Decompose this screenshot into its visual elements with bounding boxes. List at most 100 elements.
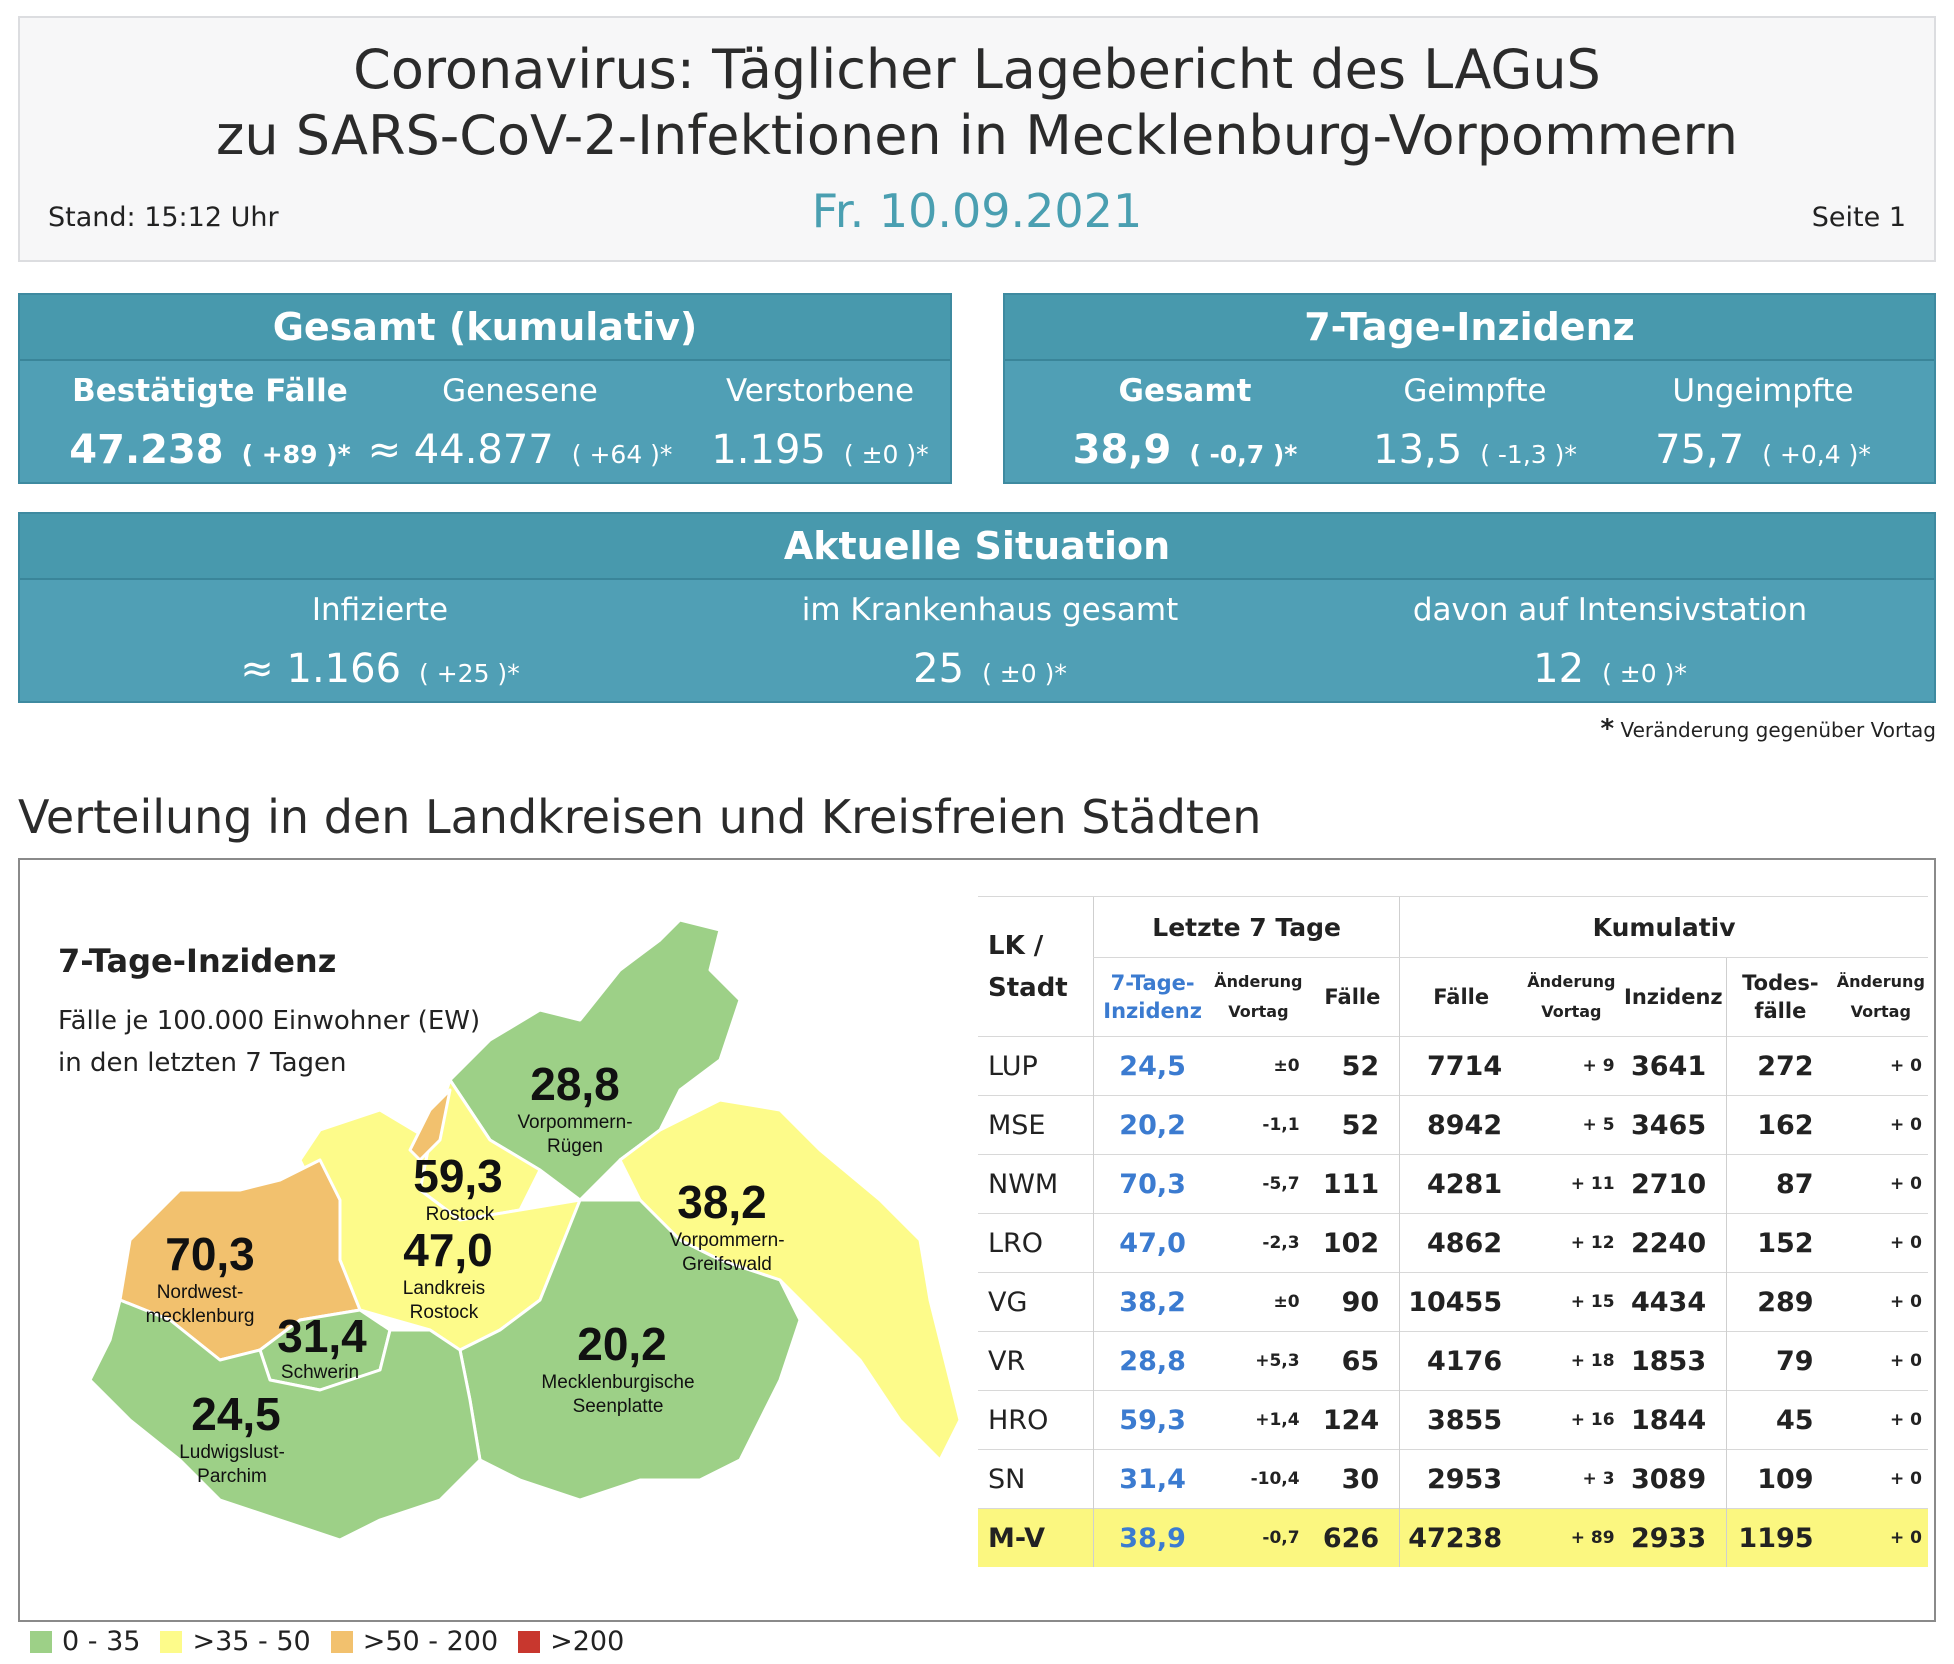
cell-faelle: 8942 [1399, 1095, 1523, 1155]
region-name: Greifswald [682, 1254, 772, 1275]
stat-value: 13,5 [1373, 427, 1463, 473]
cell-todesfaelle: 152 [1726, 1213, 1834, 1273]
header-stadt: Stadt [988, 972, 1068, 1003]
region-name: mecklenburg [146, 1306, 255, 1327]
table-row: NWM 70,3 -5,7 111 4281 + 11 2710 87 + 0 [978, 1154, 1928, 1214]
cell-lk: SN [978, 1449, 1094, 1509]
region-name: Seenplatte [573, 1396, 664, 1417]
table-row-total: M-V 38,9 -0,7 626 47238 + 89 2933 1195 + 0 [978, 1508, 1928, 1567]
stat-value: 47.238 [69, 427, 224, 473]
cell-faelle-aenderung: + 3 [1522, 1449, 1621, 1509]
stat-change: ( ±0 )* [843, 440, 929, 469]
region-ludwigslust-parchim[interactable] [88, 1298, 482, 1542]
cell-todes-aenderung: + 0 [1833, 1508, 1928, 1567]
cell-todesfaelle: 1195 [1726, 1508, 1834, 1567]
stat-change: ( +89 )* [241, 440, 351, 469]
cell-aenderung: ±0 [1211, 1272, 1306, 1332]
stat-label: davon auf Intensivstation [1412, 592, 1808, 628]
cell-faelle-aenderung: + 18 [1522, 1331, 1621, 1391]
cell-faelle-aenderung: + 5 [1522, 1095, 1621, 1155]
header-todes-aenderung: Änderung Vortag [1834, 958, 1928, 1037]
cell-inzidenz: 70,3 [1093, 1154, 1212, 1214]
table-row: HRO 59,3 +1,4 124 3855 + 16 1844 45 + 0 [978, 1390, 1928, 1450]
header-aend-line-1: Änderung [1836, 972, 1925, 991]
header-faelle-7: Fälle [1324, 985, 1381, 1009]
region-name: Rostock [410, 1302, 479, 1323]
stat-label: im Krankenhaus gesamt [801, 592, 1179, 628]
cell-inzidenz: 31,4 [1093, 1449, 1212, 1509]
legend-swatch-orange [330, 1630, 353, 1653]
header-todesfaelle: Todes-fälle [1726, 957, 1834, 1037]
stat-change: ( +25 )* [419, 659, 520, 688]
map-subtitle: Fälle je 100.000 Einwohner (EW) in den l… [58, 1000, 480, 1084]
table-row: SN 31,4 -10,4 30 2953 + 3 3089 109 + 0 [978, 1449, 1928, 1509]
cell-inzidenz: 24,5 [1093, 1036, 1212, 1096]
cell-inzidenz: 38,2 [1093, 1272, 1212, 1332]
header-lk: LK / [988, 930, 1044, 961]
cell-todes-aenderung: + 0 [1833, 1095, 1928, 1155]
footnote: * Veränderung gegenüber Vortag [1601, 714, 1937, 744]
stat-value-row: 12 ( ±0 )* [1350, 646, 1870, 692]
region-value: 59,3 [413, 1150, 503, 1202]
cell-faelle: 47238 [1399, 1508, 1523, 1567]
cell-faelle-7: 52 [1305, 1095, 1400, 1155]
header-aend-line-2: Vortag [1228, 1002, 1289, 1021]
cell-inzidenz-kumulativ: 1853 [1620, 1331, 1727, 1391]
region-value: 31,4 [277, 1310, 367, 1362]
header-kumulativ: Kumulativ [1399, 896, 1928, 958]
cell-inzidenz: 20,2 [1093, 1095, 1212, 1155]
header-letzte-7-tage: Letzte 7 Tage [1093, 896, 1400, 958]
cell-faelle: 3855 [1399, 1390, 1523, 1450]
legend-swatch-red [518, 1630, 541, 1653]
header-aend-line-1: Änderung [1214, 972, 1303, 991]
cell-todes-aenderung: + 0 [1833, 1213, 1928, 1273]
legend-item: 0 - 35 [30, 1626, 140, 1657]
legend-item: >35 - 50 [160, 1626, 311, 1657]
map-subtitle-line-2: in den letzten 7 Tagen [58, 1048, 347, 1078]
cell-faelle-7: 30 [1305, 1449, 1400, 1509]
stat-intensivstation: davon auf Intensivstation 12 ( ±0 )* [1350, 592, 1870, 692]
legend-item: >50 - 200 [330, 1626, 498, 1657]
stat-value: 75,7 [1655, 427, 1745, 473]
header-inzidenz: Inzidenz [1624, 985, 1723, 1009]
cell-lk: LRO [978, 1213, 1094, 1273]
region-rostock-coast [408, 1088, 452, 1162]
stat-label: Genesene [442, 373, 598, 409]
cell-faelle-7: 52 [1305, 1036, 1400, 1096]
table-group-header: LK / Stadt Letzte 7 Tage Kumulativ [978, 896, 1928, 1037]
cell-aenderung: -1,1 [1211, 1095, 1306, 1155]
stat-change: ( -1,3 )* [1480, 440, 1577, 469]
region-name: Schwerin [281, 1362, 359, 1383]
cell-inzidenz: 28,8 [1093, 1331, 1212, 1391]
cell-todes-aenderung: + 0 [1833, 1272, 1928, 1332]
legend-label: >35 - 50 [192, 1626, 311, 1657]
region-value: 24,5 [191, 1388, 281, 1440]
stat-label: Geimpfte [1403, 373, 1547, 409]
stat-value: 1.195 [711, 427, 826, 473]
cell-faelle: 7714 [1399, 1036, 1523, 1096]
cell-aenderung: -0,7 [1211, 1508, 1306, 1567]
footnote-star: * [1600, 714, 1615, 744]
map-title: 7-Tage-Inzidenz [58, 942, 337, 980]
table-row: MSE 20,2 -1,1 52 8942 + 5 3465 162 + 0 [978, 1095, 1928, 1155]
header-aenderung-vortag: Änderung Vortag [1211, 958, 1305, 1037]
cell-faelle-7: 65 [1305, 1331, 1400, 1391]
stat-label: Infizierte [311, 592, 449, 628]
cell-lk: M-V [978, 1508, 1094, 1567]
stat-infizierte: Infizierte ≈ 1.166 ( +25 )* [180, 592, 580, 692]
stat-value-row: ≈ 1.166 ( +25 )* [180, 646, 580, 692]
cell-faelle-aenderung: + 16 [1522, 1390, 1621, 1450]
stat-value-row: 47.238 ( +89 )* [40, 427, 380, 473]
inzidenz-box: 7-Tage-Inzidenz Gesamt 38,9 ( -0,7 )* Gei… [1003, 293, 1936, 484]
region-mecklenburgische-seenplatte[interactable] [458, 1198, 802, 1502]
cell-inzidenz-kumulativ: 3641 [1620, 1036, 1727, 1096]
report-date: Fr. 10.09.2021 [811, 184, 1143, 238]
stat-value: ≈ 44.877 [367, 427, 554, 473]
footnote-text: Veränderung gegenüber Vortag [1620, 718, 1936, 742]
cell-todesfaelle: 87 [1726, 1154, 1834, 1214]
aktuelle-situation-box: Aktuelle Situation Infizierte ≈ 1.166 ( +… [18, 512, 1936, 703]
region-value: 70,3 [165, 1228, 255, 1280]
aktuell-title: Aktuelle Situation [20, 514, 1934, 580]
cell-aenderung: +1,4 [1211, 1390, 1306, 1450]
header-7-tage-inzidenz: 7-Tage- Inzidenz [1093, 957, 1212, 1037]
